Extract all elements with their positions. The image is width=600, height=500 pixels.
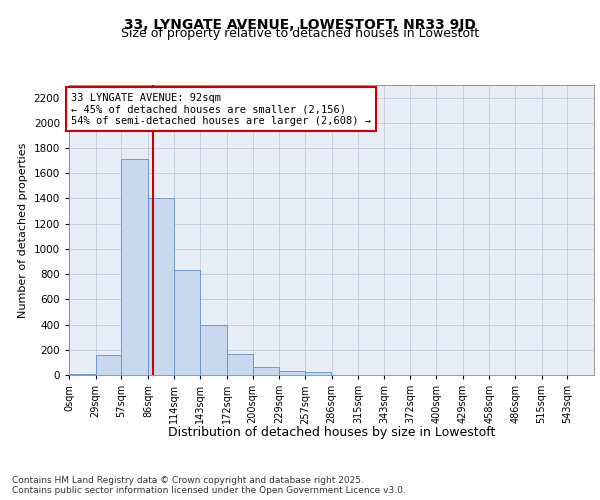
Bar bbox=[279, 371, 305, 375]
Bar bbox=[121, 160, 148, 375]
Bar bbox=[69, 374, 95, 375]
Bar bbox=[95, 355, 121, 375]
Bar bbox=[148, 198, 173, 375]
Bar bbox=[173, 270, 200, 375]
Bar bbox=[200, 324, 227, 375]
Y-axis label: Number of detached properties: Number of detached properties bbox=[18, 142, 28, 318]
Text: Size of property relative to detached houses in Lowestoft: Size of property relative to detached ho… bbox=[121, 28, 479, 40]
Text: Contains HM Land Registry data © Crown copyright and database right 2025.
Contai: Contains HM Land Registry data © Crown c… bbox=[12, 476, 406, 495]
Bar bbox=[305, 372, 331, 375]
Text: 33 LYNGATE AVENUE: 92sqm
← 45% of detached houses are smaller (2,156)
54% of sem: 33 LYNGATE AVENUE: 92sqm ← 45% of detach… bbox=[71, 92, 371, 126]
X-axis label: Distribution of detached houses by size in Lowestoft: Distribution of detached houses by size … bbox=[168, 426, 495, 440]
Text: 33, LYNGATE AVENUE, LOWESTOFT, NR33 9JD: 33, LYNGATE AVENUE, LOWESTOFT, NR33 9JD bbox=[124, 18, 476, 32]
Bar bbox=[253, 367, 279, 375]
Bar bbox=[227, 354, 253, 375]
